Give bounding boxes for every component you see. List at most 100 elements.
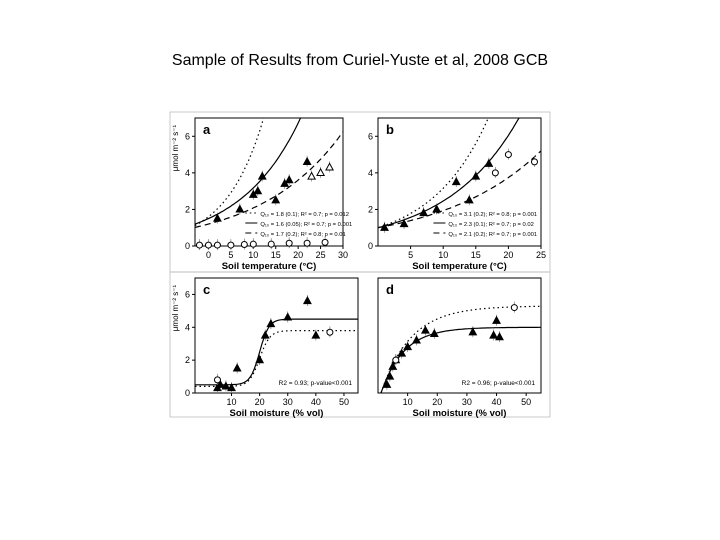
data-point-open-circle <box>303 239 311 247</box>
data-point-filled-triangle <box>489 330 499 339</box>
data-point-filled-triangle <box>257 171 267 180</box>
data-point-filled-triangle <box>271 195 281 204</box>
x-tick-label: 30 <box>338 250 348 260</box>
data-point-filled-triangle <box>495 332 504 341</box>
data-point-filled-triangle <box>232 363 242 372</box>
fit-curve-solid <box>195 318 358 386</box>
x-tick-label: 25 <box>536 250 546 260</box>
data-point-open-circle <box>504 151 512 159</box>
y-tick-label: 6 <box>185 131 190 141</box>
x-tick-label: 25 <box>316 250 326 260</box>
plot-frame <box>194 277 359 394</box>
x-tick-label: 50 <box>339 397 349 407</box>
data-point-open-circle <box>321 238 329 246</box>
y-tick-label: 4 <box>185 168 190 178</box>
x-tick-label: 30 <box>283 397 293 407</box>
data-point-filled-triangle <box>235 204 245 213</box>
data-point-filled-triangle <box>283 312 293 321</box>
x-tick-label: 15 <box>471 250 481 260</box>
data-point-filled-triangle <box>484 158 494 167</box>
x-tick-label: 5 <box>228 250 233 260</box>
data-point-open-triangle <box>325 162 334 171</box>
legend-entry: Q₁₀ = 1.7 (0.2); R² = 0.8; p = 0.01 <box>260 232 345 238</box>
x-tick-label: 5 <box>408 250 413 260</box>
fit-annotation: R2 = 0.93; p-value<0.001 <box>279 380 353 387</box>
legend-entry: Q₁₀ = 3.1 (0.2); R² = 0.8; p = 0.001 <box>448 212 537 218</box>
data-point-open-circle <box>195 241 203 249</box>
y-tick-label: 2 <box>185 204 190 214</box>
data-point-filled-triangle <box>468 327 478 336</box>
panel-label: a <box>203 122 211 137</box>
x-tick-label: 20 <box>255 397 265 407</box>
y-tick-label: 2 <box>368 204 373 214</box>
data-point-filled-triangle <box>471 171 481 180</box>
data-point-filled-triangle <box>266 318 276 328</box>
x-tick-label: 10 <box>248 250 258 260</box>
x-axis-label: Soil temperature (°C) <box>412 261 507 272</box>
data-point-open-triangle <box>307 171 317 180</box>
y-tick-label: 4 <box>368 168 373 178</box>
data-point-filled-triangle <box>212 213 222 222</box>
x-tick-label: 10 <box>403 397 413 407</box>
panel-label: d <box>386 282 394 297</box>
data-point-filled-triangle <box>260 330 270 339</box>
data-point-open-circle <box>240 241 248 249</box>
panel-box-0 <box>169 111 551 273</box>
data-point-open-circle <box>392 356 400 364</box>
data-point-open-circle <box>285 239 293 247</box>
data-point-filled-triangle <box>302 156 312 165</box>
data-point-filled-triangle <box>432 204 442 213</box>
data-point-open-circle <box>204 241 212 249</box>
y-tick-label: 4 <box>185 322 190 332</box>
data-point-filled-triangle <box>420 325 430 334</box>
y-axis-label: μmol m⁻² s⁻¹ <box>171 124 180 171</box>
x-tick-label: 40 <box>492 397 502 407</box>
data-point-filled-triangle <box>385 371 395 380</box>
data-point-filled-triangle <box>492 315 501 324</box>
data-point-filled-triangle <box>382 379 392 388</box>
data-point-filled-triangle <box>221 381 231 390</box>
data-point-filled-triangle <box>464 195 474 204</box>
data-point-filled-triangle <box>419 208 429 217</box>
data-point-open-triangle <box>316 167 326 176</box>
data-point-open-circle <box>267 240 275 248</box>
data-point-filled-triangle <box>284 175 294 184</box>
x-axis-label: Soil temperature (°C) <box>222 261 317 272</box>
fit-curve-dotted <box>195 118 265 227</box>
legend-entry: Q₁₀ = 1.6 (0.05); R² = 0.7; p = 0.001 <box>260 222 352 228</box>
data-point-filled-triangle <box>227 383 236 392</box>
data-point-filled-triangle <box>380 222 389 231</box>
data-point-open-circle <box>491 169 499 177</box>
data-point-open-circle <box>510 304 518 312</box>
plot-frame <box>377 117 542 247</box>
data-point-open-circle <box>213 241 221 249</box>
y-tick-label: 6 <box>368 131 373 141</box>
x-tick-label: 0 <box>206 250 211 260</box>
x-tick-label: 20 <box>503 250 513 260</box>
data-point-open-circle <box>213 376 221 384</box>
panel-d: d 10 20 30 40 50 Soil moisture (% vol) R2 = 0.9… <box>377 277 542 419</box>
data-point-filled-triangle <box>403 341 413 351</box>
data-point-open-circle <box>249 240 257 248</box>
y-tick-label: 0 <box>368 241 373 251</box>
x-tick-label: 20 <box>293 250 303 260</box>
data-point-open-circle <box>530 158 538 166</box>
data-point-open-circle <box>227 241 235 249</box>
data-point-filled-triangle <box>253 186 263 195</box>
x-tick-label: 50 <box>521 397 531 407</box>
legend-entry: Q₁₀ = 2.1 (0.2); R² = 0.7; p = 0.001 <box>448 232 537 238</box>
y-tick-label: 0 <box>185 241 190 251</box>
fit-curve-dashed <box>378 150 541 229</box>
legend-entry: Q₁₀ = 1.8 (0.1); R² = 0.7; p = 0.012 <box>260 212 349 218</box>
panel-c: c 10 20 30 40 50 0 2 4 6 Soil moisture (% vol) μmol… <box>171 277 359 419</box>
data-point-filled-triangle <box>429 328 439 337</box>
x-tick-label: 10 <box>227 397 237 407</box>
panel-label: b <box>386 122 394 137</box>
data-point-filled-triangle <box>255 355 265 364</box>
fit-curve-dotted <box>378 118 489 229</box>
data-point-filled-triangle <box>399 219 409 228</box>
x-axis-label: Soil moisture (% vol) <box>230 408 324 419</box>
plot-frame <box>377 277 542 394</box>
x-tick-label: 15 <box>271 250 281 260</box>
